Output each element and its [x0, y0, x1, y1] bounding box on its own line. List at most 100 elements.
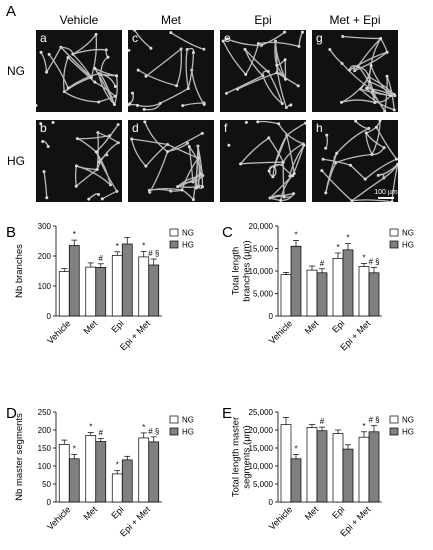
- vessel: [354, 51, 388, 72]
- node: [112, 102, 116, 106]
- node: [300, 30, 304, 34]
- node: [51, 120, 55, 124]
- vessel-network: [130, 120, 205, 202]
- significance-mark: #: [320, 259, 325, 268]
- legend-label: NG: [402, 229, 414, 238]
- bar: [290, 458, 302, 503]
- micrograph: e: [220, 30, 306, 112]
- image-label: a: [40, 31, 47, 45]
- node: [324, 191, 328, 195]
- error-bar: [114, 251, 121, 256]
- node: [130, 137, 134, 141]
- y-axis-label: branches (µm): [242, 240, 253, 301]
- node: [385, 50, 389, 54]
- significance-mark: *: [116, 242, 119, 251]
- error-bar: [335, 429, 341, 434]
- node: [281, 160, 285, 164]
- vessel: [360, 65, 372, 90]
- node: [363, 177, 367, 181]
- vessel: [289, 144, 305, 177]
- node: [39, 50, 43, 54]
- node: [350, 199, 354, 202]
- node: [75, 137, 79, 141]
- node: [328, 48, 332, 52]
- error-bar: [140, 251, 147, 257]
- legend-swatch: [389, 228, 399, 237]
- legend-swatch: [389, 427, 399, 436]
- legend-label: NG: [182, 416, 194, 425]
- node: [106, 55, 110, 59]
- y-axis-label: Total length master: [231, 417, 242, 497]
- vessel: [167, 142, 188, 153]
- vessel: [360, 88, 391, 97]
- significance-mark: *: [73, 444, 76, 453]
- node: [382, 146, 386, 150]
- x-tick-label: Vehicle: [267, 504, 295, 532]
- legend-label: HG: [402, 241, 414, 250]
- vessel-network: [227, 120, 306, 202]
- node: [45, 70, 49, 74]
- vessel: [237, 72, 278, 90]
- node: [271, 175, 275, 179]
- x-tick-label: Met: [81, 318, 99, 336]
- error-bar: [87, 432, 94, 436]
- node: [282, 195, 286, 199]
- y-tick-label: 250: [38, 408, 52, 417]
- legend-label: NG: [182, 229, 194, 238]
- significance-mark: # §: [368, 257, 379, 266]
- node: [186, 87, 190, 91]
- bar: [342, 249, 354, 317]
- node: [244, 120, 248, 124]
- image-label: b: [40, 121, 47, 135]
- panel-label: E: [222, 405, 232, 422]
- node: [396, 162, 398, 166]
- column-header: Epi: [254, 13, 271, 27]
- vessel: [240, 161, 284, 165]
- vessel-network: [36, 32, 119, 108]
- node: [283, 30, 287, 34]
- node: [291, 174, 295, 178]
- node: [369, 64, 373, 68]
- node: [144, 164, 148, 168]
- bar: [58, 444, 70, 503]
- vessel: [286, 135, 295, 174]
- significance-mark: # §: [148, 249, 159, 258]
- node: [47, 52, 51, 56]
- bar: [290, 245, 302, 317]
- node: [94, 150, 98, 154]
- node: [149, 46, 153, 50]
- vessel: [349, 51, 388, 71]
- vessel: [366, 87, 396, 97]
- vessel: [191, 70, 205, 105]
- vessel: [351, 199, 393, 202]
- vessel-network: [328, 34, 397, 112]
- legend-label: NG: [402, 416, 414, 425]
- bar: [332, 433, 344, 503]
- significance-mark: *: [116, 461, 119, 470]
- micrograph: h: [312, 120, 398, 202]
- bar: [342, 448, 354, 503]
- significance-mark: #: [99, 254, 104, 263]
- error-bar: [345, 243, 351, 250]
- error-bar: [319, 426, 325, 431]
- node: [143, 120, 147, 124]
- micrograph: b: [36, 120, 122, 202]
- node: [395, 157, 398, 161]
- node: [277, 122, 281, 126]
- error-bar: [97, 438, 104, 442]
- node: [95, 167, 99, 171]
- bar: [368, 431, 380, 503]
- legend-swatch: [169, 415, 179, 424]
- panel-label: B: [6, 224, 16, 241]
- x-tick-label: Vehicle: [45, 318, 73, 346]
- vessel: [187, 52, 195, 89]
- vessel: [137, 69, 177, 87]
- vessel: [282, 162, 285, 197]
- node: [297, 44, 301, 48]
- node: [89, 75, 93, 79]
- bar: [85, 435, 97, 503]
- y-tick-label: 200: [38, 252, 52, 261]
- significance-mark: *: [142, 423, 145, 432]
- node: [200, 185, 204, 189]
